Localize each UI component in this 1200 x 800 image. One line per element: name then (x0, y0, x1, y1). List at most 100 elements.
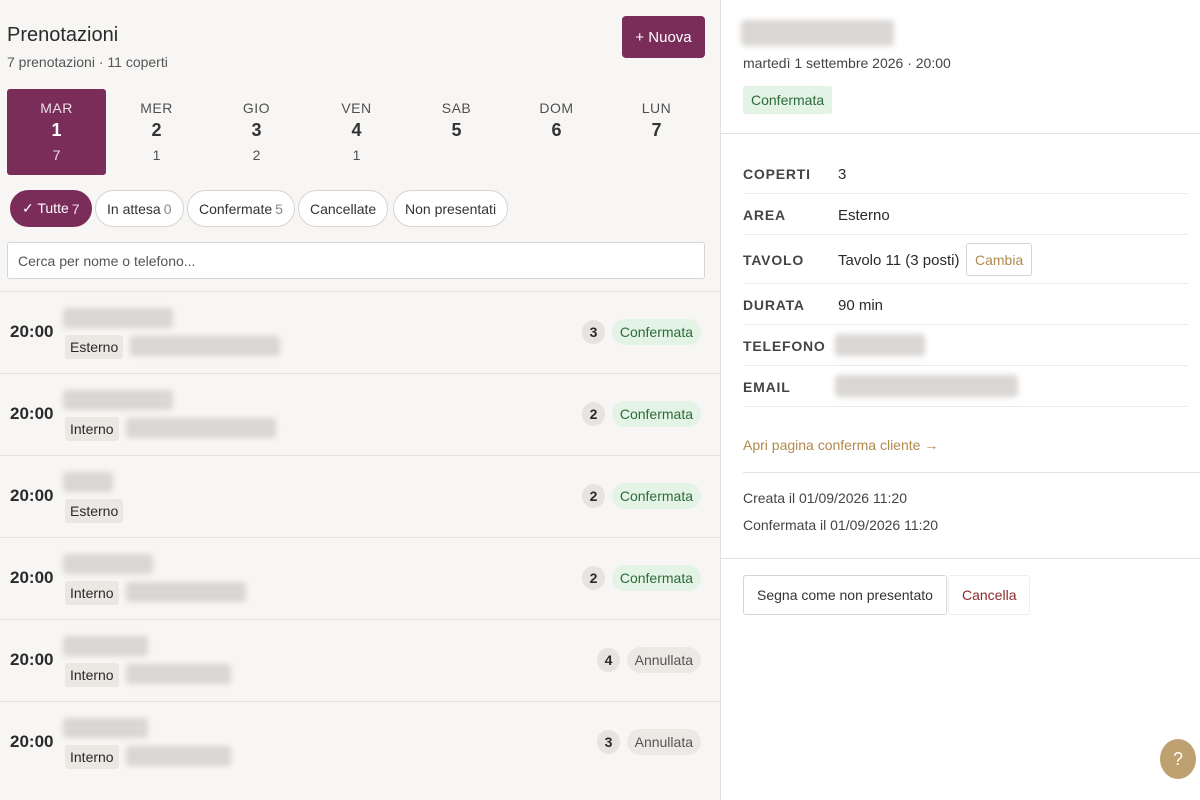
covers-badge: 3 (582, 320, 605, 344)
detail-field: COPERTI 3 (743, 153, 1188, 194)
area-tag: Interno (65, 663, 119, 687)
detail-panel: martedì 1 settembre 2026 · 20:00 Conferma… (721, 0, 1200, 800)
field-label: AREA (743, 207, 786, 223)
guest-name-redacted (63, 718, 148, 738)
day-tab[interactable]: MER 2 1 (107, 89, 206, 175)
field-label: DURATA (743, 297, 805, 313)
area-tag: Interno (65, 581, 119, 605)
contact-redacted (126, 746, 231, 766)
guest-name-redacted (63, 308, 173, 328)
filter-count: 7 (71, 200, 80, 217)
status-badge: Annullata (626, 647, 701, 673)
status-badge: Confermata (611, 319, 701, 345)
area-tag: Interno (65, 745, 119, 769)
filter-chip[interactable]: ✓ Tutte 7 (10, 190, 92, 227)
field-label: TAVOLO (743, 252, 805, 268)
detail-field: TELEFONO (743, 325, 1188, 366)
covers-badge: 2 (582, 402, 605, 426)
guest-name-redacted (63, 472, 113, 492)
reservation-row[interactable]: 20:00 Interno Confermata 2 (0, 373, 720, 455)
day-name: LUN (641, 100, 672, 116)
confirm-page-link[interactable]: Apri pagina conferma cliente → (743, 437, 939, 453)
reservation-row[interactable]: 20:00 Interno Annullata 3 (0, 701, 720, 783)
covers-badge: 4 (597, 648, 620, 672)
field-label: EMAIL (743, 379, 791, 395)
no-show-button[interactable]: Segna come non presentato (743, 575, 947, 615)
day-tab[interactable]: VEN 4 1 (307, 89, 406, 175)
area-tag: Esterno (65, 335, 124, 359)
filter-chip[interactable]: Confermate 5 (187, 190, 295, 227)
field-value: 90 min (838, 297, 884, 314)
day-number: 4 (351, 120, 362, 140)
value-redacted (835, 334, 925, 356)
detail-field: TAVOLO Tavolo 11 (3 posti) Cambia (743, 235, 1188, 284)
guest-name-redacted (63, 554, 153, 574)
filter-chip[interactable]: In attesa 0 (95, 190, 184, 227)
reservation-time: 20:00 (10, 568, 54, 587)
new-button[interactable]: + Nuova (622, 16, 705, 58)
reservation-time: 20:00 (10, 650, 54, 669)
field-label: COPERTI (743, 166, 811, 182)
filter-label: In attesa (107, 200, 161, 217)
filter-label: ✓ Tutte (22, 200, 69, 216)
filter-label: Non presentati (405, 200, 497, 217)
contact-redacted (126, 664, 231, 684)
guest-name-redacted (63, 390, 173, 410)
status-badge: Confermata (611, 483, 701, 509)
change-table-button[interactable]: Cambia (966, 243, 1033, 276)
reservation-time: 20:00 (10, 404, 54, 423)
guest-name-redacted (741, 20, 894, 46)
status-badge: Confermata (611, 565, 701, 591)
status-badge: Confermata (611, 401, 701, 427)
reservation-row[interactable]: 20:00 Esterno Confermata 2 (0, 455, 720, 537)
covers-badge: 3 (597, 730, 620, 754)
day-tab[interactable]: LUN 7 (607, 89, 706, 175)
area-tag: Interno (65, 417, 119, 441)
field-value: Tavolo 11 (3 posti) (838, 252, 960, 269)
filter-count: 5 (275, 200, 283, 217)
filter-count: 0 (163, 200, 172, 217)
detail-field: AREA Esterno (743, 194, 1188, 235)
field-value: 3 (838, 166, 847, 183)
day-count: 1 (352, 147, 361, 163)
day-number: 3 (251, 120, 262, 140)
help-button[interactable]: ? (1160, 739, 1196, 779)
reservation-row[interactable]: 20:00 Esterno Confermata 3 (0, 291, 720, 373)
day-tab[interactable]: SAB 5 (407, 89, 506, 175)
day-count: 2 (252, 147, 261, 163)
created-at: Creata il 01/09/2026 11:20 (743, 490, 907, 506)
status-badge: Annullata (626, 729, 701, 755)
page-title: Prenotazioni (7, 24, 119, 46)
search-input[interactable]: Cerca per nome o telefono... (7, 242, 705, 279)
filter-chip[interactable]: Cancellate (298, 190, 389, 227)
detail-status: Confermata (743, 86, 833, 114)
field-value: Esterno (838, 207, 890, 224)
day-tab[interactable]: DOM 6 (507, 89, 606, 175)
day-tab[interactable]: MAR 1 7 (7, 89, 106, 175)
reservation-row[interactable]: 20:00 Interno Annullata 4 (0, 619, 720, 701)
page-subtitle: 7 prenotazioni · 11 coperti (7, 54, 168, 70)
day-name: GIO (242, 100, 271, 116)
day-number: 5 (451, 120, 462, 140)
day-name: VEN (341, 100, 372, 116)
cancel-button[interactable]: Cancella (948, 575, 1031, 615)
filter-chip[interactable]: Non presentati (393, 190, 509, 227)
divider (743, 472, 1200, 473)
day-tab[interactable]: GIO 3 2 (207, 89, 306, 175)
day-count: 7 (52, 147, 61, 163)
day-number: 1 (51, 120, 62, 140)
contact-redacted (130, 336, 280, 356)
day-count: 1 (152, 147, 161, 163)
day-name: SAB (441, 100, 472, 116)
reservation-time: 20:00 (10, 486, 54, 505)
day-name: MER (140, 100, 173, 116)
detail-field: DURATA 90 min (743, 284, 1188, 325)
divider (721, 558, 1200, 559)
reservation-time: 20:00 (10, 322, 54, 341)
reservation-row[interactable]: 20:00 Interno Confermata 2 (0, 537, 720, 619)
filter-label: Cancellate (310, 200, 377, 217)
divider (721, 133, 1200, 134)
